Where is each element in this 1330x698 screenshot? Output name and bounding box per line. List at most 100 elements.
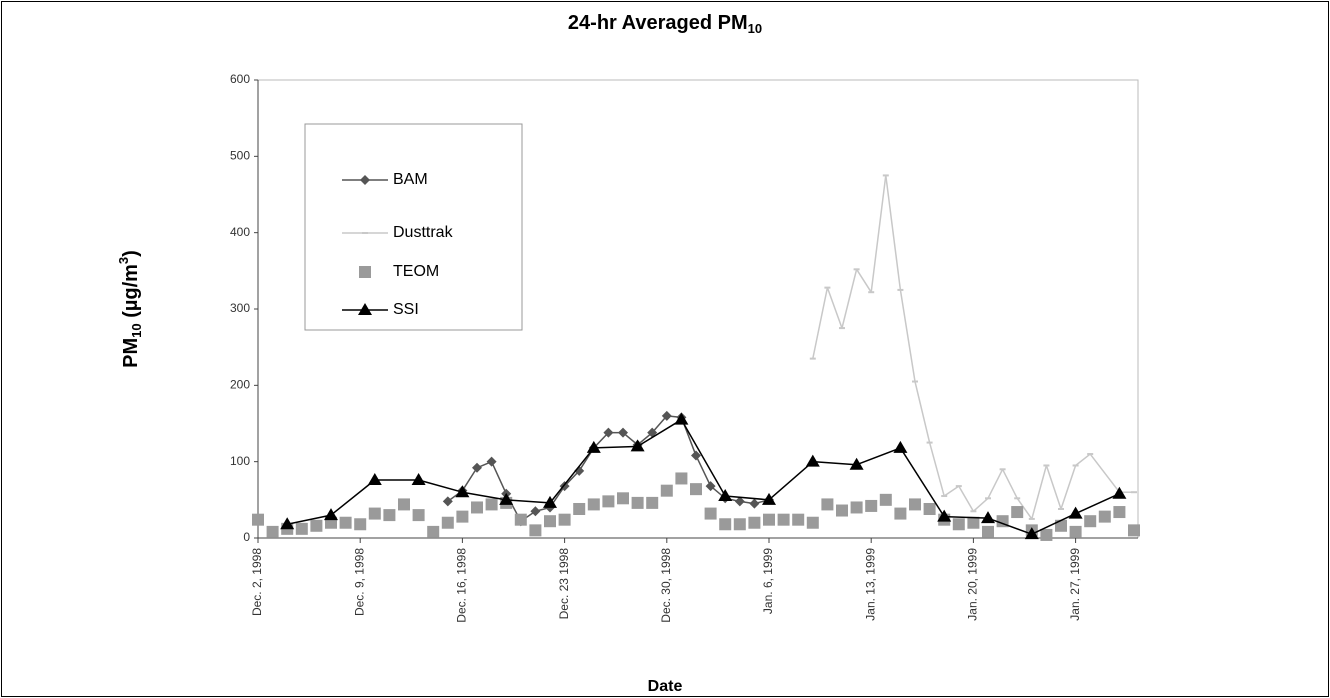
- series-line: [1089, 453, 1120, 493]
- data-point: [529, 524, 542, 537]
- series-line: [812, 460, 857, 466]
- x-axis-label: Date: [648, 678, 683, 695]
- series-line: [856, 447, 901, 466]
- data-point: [853, 268, 860, 271]
- data-point: [630, 439, 645, 452]
- data-point: [999, 468, 1006, 471]
- data-point: [471, 501, 483, 514]
- series-line: [725, 495, 770, 501]
- data-point: [631, 496, 644, 509]
- x-tick-label: Jan. 13, 1999: [863, 548, 877, 621]
- ylabel-part: 3: [116, 257, 131, 264]
- ylabel-part: 10: [129, 323, 144, 337]
- series-line: [1031, 465, 1048, 520]
- ylabel-part: PM: [120, 338, 142, 368]
- data-point: [849, 457, 864, 470]
- legend-label: SSI: [393, 301, 419, 318]
- series-line: [958, 485, 975, 512]
- data-point: [1128, 524, 1140, 537]
- data-point: [1072, 464, 1079, 467]
- y-tick-label: 600: [230, 72, 250, 86]
- data-point: [530, 506, 541, 517]
- data-point: [618, 427, 628, 438]
- data-point: [705, 481, 716, 492]
- x-tick-label: Jan. 27, 1999: [1068, 548, 1082, 621]
- series-line: [287, 514, 332, 525]
- data-point: [441, 516, 454, 529]
- y-tick-label: 500: [230, 149, 250, 163]
- data-point: [704, 507, 717, 520]
- data-point: [442, 496, 453, 507]
- data-point: [690, 483, 702, 496]
- data-point: [675, 472, 688, 485]
- data-point: [1014, 497, 1021, 500]
- data-point: [310, 519, 323, 532]
- data-point: [1024, 527, 1039, 540]
- data-point: [894, 507, 907, 520]
- data-point: [661, 410, 672, 421]
- plot-border: [258, 79, 1139, 538]
- series-line: [885, 175, 902, 291]
- data-point: [558, 513, 571, 526]
- series-line: [1075, 453, 1091, 467]
- data-point: [354, 518, 367, 531]
- data-point: [762, 492, 776, 505]
- data-point: [1098, 510, 1111, 523]
- data-point: [1058, 507, 1064, 510]
- data-point: [777, 513, 790, 526]
- legend-marker: [362, 232, 368, 234]
- series-line: [826, 287, 843, 329]
- data-point: [879, 493, 892, 506]
- y-tick-label: 200: [230, 378, 250, 392]
- data-point: [543, 495, 557, 508]
- data-point: [809, 357, 816, 360]
- series-line: [768, 461, 814, 501]
- data-point: [937, 509, 952, 522]
- data-point: [617, 492, 629, 505]
- series-line: [928, 442, 945, 497]
- ylabel-part: (µg/m: [120, 264, 142, 323]
- data-point: [897, 288, 904, 291]
- data-point: [1087, 453, 1094, 456]
- data-point: [1084, 515, 1097, 528]
- y-tick-label: 0: [243, 530, 250, 544]
- data-point: [719, 518, 732, 531]
- data-point: [514, 513, 527, 526]
- data-point: [955, 485, 962, 488]
- data-point: [1131, 491, 1137, 494]
- data-point: [1113, 506, 1126, 519]
- data-point: [411, 472, 426, 485]
- series-line: [549, 447, 595, 504]
- legend-marker: [359, 266, 371, 278]
- data-point: [573, 502, 586, 515]
- series-line: [1016, 497, 1033, 520]
- data-point: [792, 513, 805, 526]
- data-point: [485, 498, 498, 511]
- x-tick-label: Dec. 2, 1998: [250, 548, 264, 616]
- data-point: [499, 492, 514, 505]
- series-line: [680, 419, 726, 497]
- data-point: [806, 516, 819, 529]
- data-point: [586, 440, 601, 453]
- title-sub: 10: [748, 21, 762, 36]
- legend-label: BAM: [393, 171, 428, 188]
- chart-title: 24-hr Averaged PM10: [568, 12, 762, 36]
- data-point: [674, 412, 689, 425]
- series-line: [490, 461, 507, 495]
- data-point: [865, 499, 878, 512]
- series-line: [1031, 512, 1076, 535]
- series-line: [944, 515, 989, 519]
- data-point: [398, 498, 410, 511]
- data-point: [660, 484, 673, 497]
- series-line: [987, 517, 1033, 535]
- series-line: [418, 479, 463, 493]
- data-point: [295, 522, 308, 535]
- legend-marker: [360, 175, 370, 185]
- data-point: [472, 462, 482, 473]
- data-point: [1040, 528, 1053, 541]
- data-point: [691, 450, 701, 461]
- data-point: [1069, 525, 1082, 538]
- data-point: [748, 516, 761, 529]
